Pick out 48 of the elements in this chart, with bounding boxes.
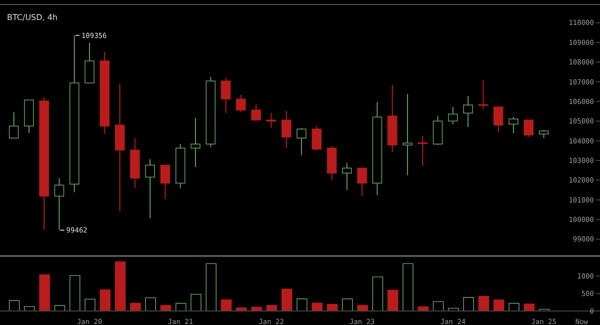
bar <box>175 302 186 311</box>
bar <box>493 299 504 311</box>
bar <box>24 306 35 311</box>
bar <box>463 297 474 311</box>
candlestick <box>387 84 398 153</box>
candlestick <box>100 51 110 135</box>
bar <box>478 296 490 311</box>
bar <box>524 304 535 311</box>
candlestick <box>372 101 382 196</box>
bar <box>84 298 96 311</box>
bar <box>8 300 20 311</box>
candlestick <box>418 136 428 167</box>
bar <box>190 294 202 311</box>
bar <box>114 261 126 311</box>
bar <box>372 276 384 311</box>
bar <box>220 299 232 311</box>
candlestick <box>281 110 292 149</box>
bar <box>281 288 292 311</box>
bar <box>508 302 520 311</box>
candlestick <box>342 162 352 191</box>
candlestick <box>69 34 80 193</box>
bar <box>418 306 429 311</box>
bar <box>342 298 353 311</box>
bar <box>357 305 368 311</box>
bar <box>100 289 111 311</box>
bar <box>432 301 444 311</box>
bar <box>312 302 323 311</box>
candlestick <box>190 117 200 168</box>
bar <box>54 305 66 311</box>
bar <box>130 302 141 311</box>
candlestick <box>145 158 155 219</box>
candlestick <box>130 138 140 189</box>
bar <box>145 297 156 311</box>
bar <box>402 263 414 311</box>
bar <box>326 304 338 311</box>
bar <box>160 305 172 311</box>
candlestick <box>114 83 125 212</box>
text: BTC/USD, 4h <box>7 13 58 22</box>
candlestick <box>54 178 64 231</box>
candlestick <box>463 95 473 128</box>
bar <box>387 290 398 311</box>
candlestick <box>402 93 412 176</box>
candlestick <box>266 112 276 129</box>
bar <box>296 298 308 311</box>
bar <box>39 274 50 311</box>
bar <box>206 263 217 311</box>
bar <box>69 275 80 311</box>
bar <box>266 305 278 311</box>
